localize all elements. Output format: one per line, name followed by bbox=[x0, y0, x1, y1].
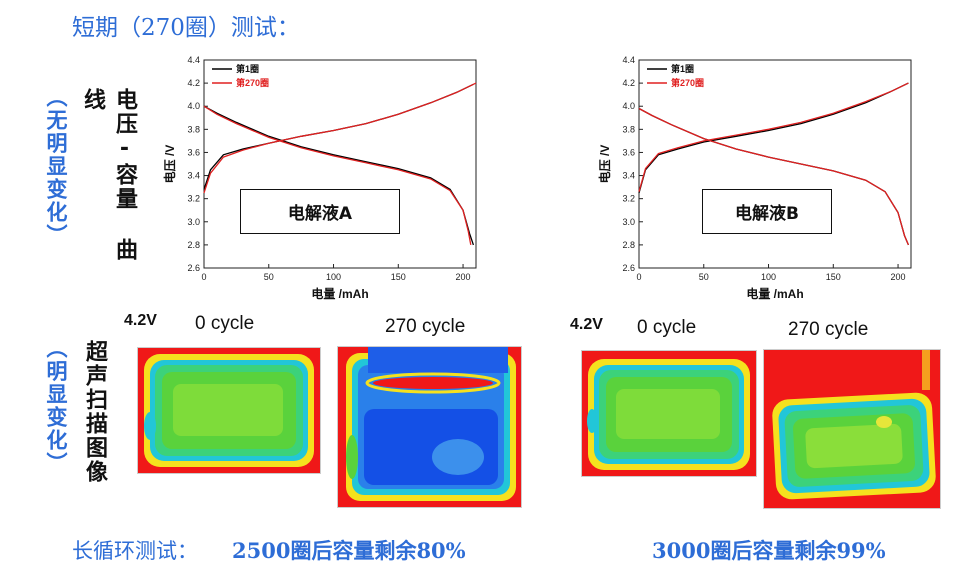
x-tick-label: 50 bbox=[264, 272, 274, 282]
x-tick-label: 100 bbox=[761, 272, 776, 282]
chart-electrolyte-b: 2.6 2.8 3.0 3.2 3.4 3.6 3.8 4.0 4.2 4.4 0 50 100 150 2… bbox=[597, 55, 912, 301]
chart-a-panel-label: 电解液A bbox=[240, 189, 400, 234]
curve-row-label: 电压-容量 曲线 bbox=[80, 88, 137, 262]
right-0-cycle-label: 0 cycle bbox=[637, 317, 697, 338]
y-tick-label: 2.8 bbox=[622, 240, 635, 250]
y-tick-label: 3.2 bbox=[622, 194, 635, 204]
chart-b-panel-label: 电解液B bbox=[702, 189, 832, 234]
plot-frame bbox=[203, 59, 477, 269]
legend-entry: 第1圈 bbox=[236, 63, 259, 74]
series-1-charge-line bbox=[638, 82, 909, 192]
right-270-cycle-label: 270 cycle bbox=[788, 319, 869, 340]
series-1-charge-line bbox=[203, 82, 477, 194]
chart-electrolyte-a: 2.6 2.8 3.0 3.2 3.4 3.6 3.8 4.0 4.2 4.4 0 50 100 150 2… bbox=[162, 55, 477, 301]
y-tick-label: 4.4 bbox=[622, 55, 635, 65]
y-tick-label: 4.2 bbox=[187, 78, 200, 88]
right-voltage-label: 4.2V bbox=[570, 316, 603, 333]
scan-image-a-0-cycle bbox=[137, 347, 321, 474]
x-tick-label: 50 bbox=[699, 272, 709, 282]
legend-entry: 第1圈 bbox=[671, 63, 694, 74]
x-tick-label: 100 bbox=[326, 272, 341, 282]
left-270-cycle-label: 270 cycle bbox=[385, 316, 466, 337]
y-tick-label: 4.2 bbox=[622, 78, 635, 88]
legend-entry: 第270圈 bbox=[236, 77, 269, 88]
y-tick-label: 4.0 bbox=[187, 101, 200, 111]
series-0-charge-line bbox=[203, 83, 474, 190]
x-tick-label: 200 bbox=[891, 272, 906, 282]
y-tick-label: 2.6 bbox=[187, 263, 200, 273]
x-axis-label: 电量 /mAh bbox=[746, 286, 803, 301]
y-tick-label: 4.4 bbox=[187, 55, 200, 65]
y-tick-label: 2.8 bbox=[187, 240, 200, 250]
y-tick-label: 3.8 bbox=[622, 124, 635, 134]
page-title: 短期（270圈）测试： bbox=[72, 15, 300, 41]
curve-row-note: （无明显变化） bbox=[44, 86, 68, 247]
series-1-discharge-line bbox=[638, 107, 909, 246]
series-1-discharge-line bbox=[203, 105, 472, 246]
legend-entry: 第270圈 bbox=[671, 77, 704, 88]
x-tick-label: 150 bbox=[391, 272, 406, 282]
y-tick-label: 2.6 bbox=[622, 263, 635, 273]
x-axis-label: 电量 /mAh bbox=[311, 286, 368, 301]
right-result-text: 3000圈后容量剩余99% bbox=[652, 538, 886, 563]
y-tick-label: 3.4 bbox=[187, 171, 200, 181]
scan-row-note: （明显变化） bbox=[44, 337, 68, 475]
y-tick-label: 3.0 bbox=[187, 217, 200, 227]
plot-frame bbox=[638, 59, 912, 269]
long-cycle-lead: 长循环测试： bbox=[72, 539, 198, 563]
y-axis-label: 电压 /V bbox=[162, 145, 177, 184]
y-tick-label: 3.6 bbox=[187, 147, 200, 157]
y-tick-label: 4.0 bbox=[622, 101, 635, 111]
y-tick-label: 3.4 bbox=[622, 171, 635, 181]
scan-row-label: 超声扫描图像 bbox=[82, 340, 107, 484]
x-tick-label: 200 bbox=[456, 272, 471, 282]
left-voltage-label: 4.2V bbox=[124, 312, 157, 329]
y-tick-label: 3.6 bbox=[622, 147, 635, 157]
x-tick-label: 150 bbox=[826, 272, 841, 282]
left-0-cycle-label: 0 cycle bbox=[195, 313, 255, 334]
y-tick-label: 3.8 bbox=[187, 124, 200, 134]
left-result-text: 2500圈后容量剩余80% bbox=[232, 538, 466, 563]
x-tick-label: 0 bbox=[636, 272, 641, 282]
scan-image-b-0-cycle bbox=[581, 350, 757, 477]
x-tick-label: 0 bbox=[201, 272, 206, 282]
y-tick-label: 3.0 bbox=[622, 217, 635, 227]
y-tick-label: 3.2 bbox=[187, 194, 200, 204]
series-0-charge-line bbox=[638, 82, 909, 194]
scan-image-a-270-cycle bbox=[337, 346, 522, 508]
scan-image-b-270-cycle bbox=[763, 349, 941, 509]
y-axis-label: 电压 /V bbox=[597, 145, 612, 184]
